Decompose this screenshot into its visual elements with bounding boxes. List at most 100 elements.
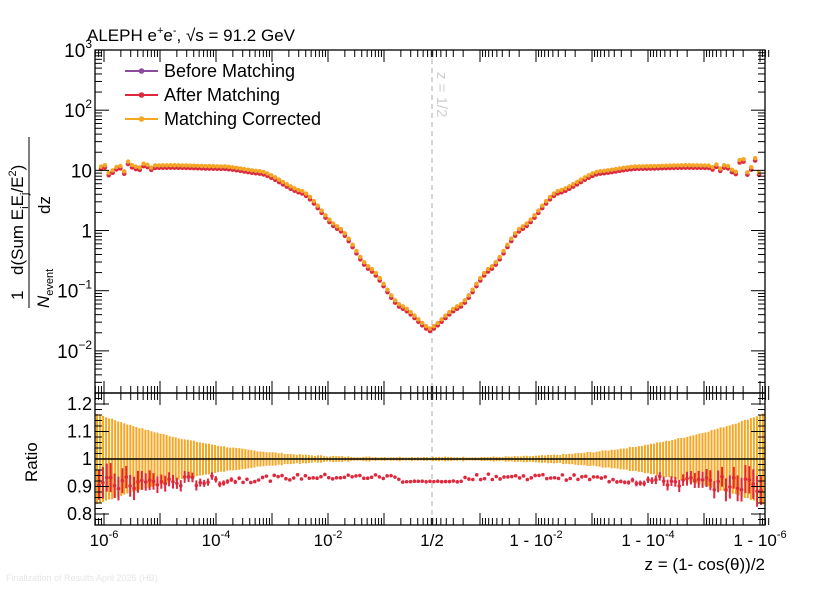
after-matching-ratio-point (428, 479, 432, 484)
matching-corrected-point (269, 173, 274, 178)
matching-corrected-point (439, 317, 444, 322)
matching-corrected-point (706, 163, 711, 168)
matching-corrected-point (423, 323, 429, 329)
matching-corrected-point (284, 182, 289, 187)
after-matching-ratio-point (206, 480, 210, 484)
after-matching-ratio-point (373, 473, 378, 477)
matching-corrected-point (644, 164, 649, 169)
after-matching-ratio-point (657, 474, 662, 479)
matching-corrected-point (331, 221, 336, 226)
matching-corrected-point (381, 281, 386, 286)
after-matching-ratio-point (735, 486, 740, 491)
matching-corrected-point (311, 198, 317, 204)
after-matching-ratio-point (104, 475, 109, 480)
after-matching-ratio-point (412, 479, 417, 484)
after-matching-ratio-point (622, 480, 627, 485)
matching-corrected-point (625, 165, 630, 170)
matching-corrected-point (574, 179, 580, 185)
matching-corrected-point (578, 177, 584, 182)
after-matching-ratio-point (541, 472, 545, 477)
matching-corrected-point (749, 165, 754, 170)
after-matching-ratio-point (229, 477, 234, 482)
after-matching-ratio-point (252, 479, 257, 484)
matching-corrected-point (327, 217, 332, 222)
matching-corrected-point (164, 163, 169, 168)
matching-corrected-point (687, 163, 692, 168)
after-matching-ratio-point (708, 478, 713, 483)
top-ylabel-prefactor-den: Nevent (34, 269, 56, 308)
after-matching-ratio-point (178, 484, 183, 488)
after-matching-ratio-point (112, 483, 117, 488)
matching-corrected-point (691, 163, 696, 168)
matching-corrected-point (226, 164, 231, 169)
matching-corrected-point (652, 163, 657, 169)
after-matching-ratio-point (393, 475, 397, 479)
matching-corrected-point (412, 313, 417, 318)
matching-corrected-point (590, 171, 595, 176)
matching-corrected-point (710, 164, 715, 170)
after-matching-ratio-point (264, 474, 269, 478)
matching-corrected-point (675, 163, 680, 168)
after-matching-ratio-point (463, 475, 467, 480)
after-matching-ratio-point (358, 473, 362, 478)
matching-corrected-point (609, 167, 615, 172)
matching-corrected-point (362, 259, 367, 265)
after-matching-ratio-point (245, 477, 249, 482)
after-matching-ratio-point (615, 480, 619, 484)
matching-corrected-point (431, 323, 437, 329)
matching-corrected-point (292, 186, 297, 191)
after-matching-ratio-point (326, 475, 331, 480)
title-energy: , √s = 91.2 GeV (177, 26, 296, 45)
after-matching-ratio-point (478, 477, 483, 482)
x-tick-label: 1 - 10-2 (509, 529, 562, 550)
matching-corrected-point (137, 165, 142, 170)
after-matching-ratio-point (198, 480, 203, 485)
matching-corrected-point (265, 171, 270, 176)
matching-corrected-point (280, 179, 286, 185)
matching-corrected-point (435, 320, 440, 326)
matching-corrected-point (114, 164, 119, 170)
matching-corrected-point (683, 163, 688, 168)
matching-corrected-point (416, 317, 421, 322)
bottom-data-layer (95, 413, 765, 507)
top-ylabel-numerator: d(Sum EiEj/E2) (7, 165, 31, 275)
after-matching-ratio-point (704, 476, 709, 480)
after-matching-ratio-point (97, 483, 101, 487)
after-matching-ratio-point (642, 481, 646, 486)
matching-corrected-point (303, 191, 309, 196)
matching-corrected-point (319, 208, 324, 213)
matching-corrected-point (470, 287, 475, 292)
bottom-y-tick-label: 1.1 (67, 422, 92, 442)
matching-corrected-point (509, 236, 514, 241)
after-matching-ratio-point (167, 477, 171, 482)
after-matching-ratio-point (159, 479, 164, 484)
matching-corrected-point (702, 163, 708, 168)
after-matching-ratio-point (221, 481, 226, 485)
after-matching-ratio-point (471, 477, 475, 482)
x-tick-label: 10-2 (314, 529, 343, 550)
matching-corrected-point (408, 309, 413, 315)
matching-corrected-point (613, 166, 618, 172)
matching-corrected-point (512, 231, 518, 236)
after-matching-ratio-point (681, 478, 685, 482)
after-matching-ratio-point (140, 478, 144, 483)
after-matching-ratio-point (315, 476, 319, 481)
matching-corrected-point (551, 191, 557, 196)
after-matching-ratio-point (350, 474, 354, 479)
x-tick-label: 1 - 10-6 (733, 529, 786, 550)
x-tick-label: 1 - 10-4 (621, 529, 674, 550)
matching-corrected-point (389, 293, 394, 298)
after-matching-ratio-point (759, 488, 763, 493)
matching-corrected-point (605, 168, 611, 173)
legend-marker (138, 92, 145, 98)
after-matching-ratio-point (474, 473, 479, 477)
matching-corrected-point (125, 159, 131, 164)
matching-corrected-point (505, 242, 510, 247)
bottom-y-tick-label: 1.2 (67, 394, 92, 414)
after-matching-ratio-point (603, 475, 608, 479)
after-matching-ratio-point (210, 474, 214, 478)
matching-corrected-point (218, 164, 224, 169)
after-matching-ratio-point (529, 476, 534, 480)
matching-corrected-point (350, 242, 355, 247)
matching-corrected-point (145, 162, 150, 167)
